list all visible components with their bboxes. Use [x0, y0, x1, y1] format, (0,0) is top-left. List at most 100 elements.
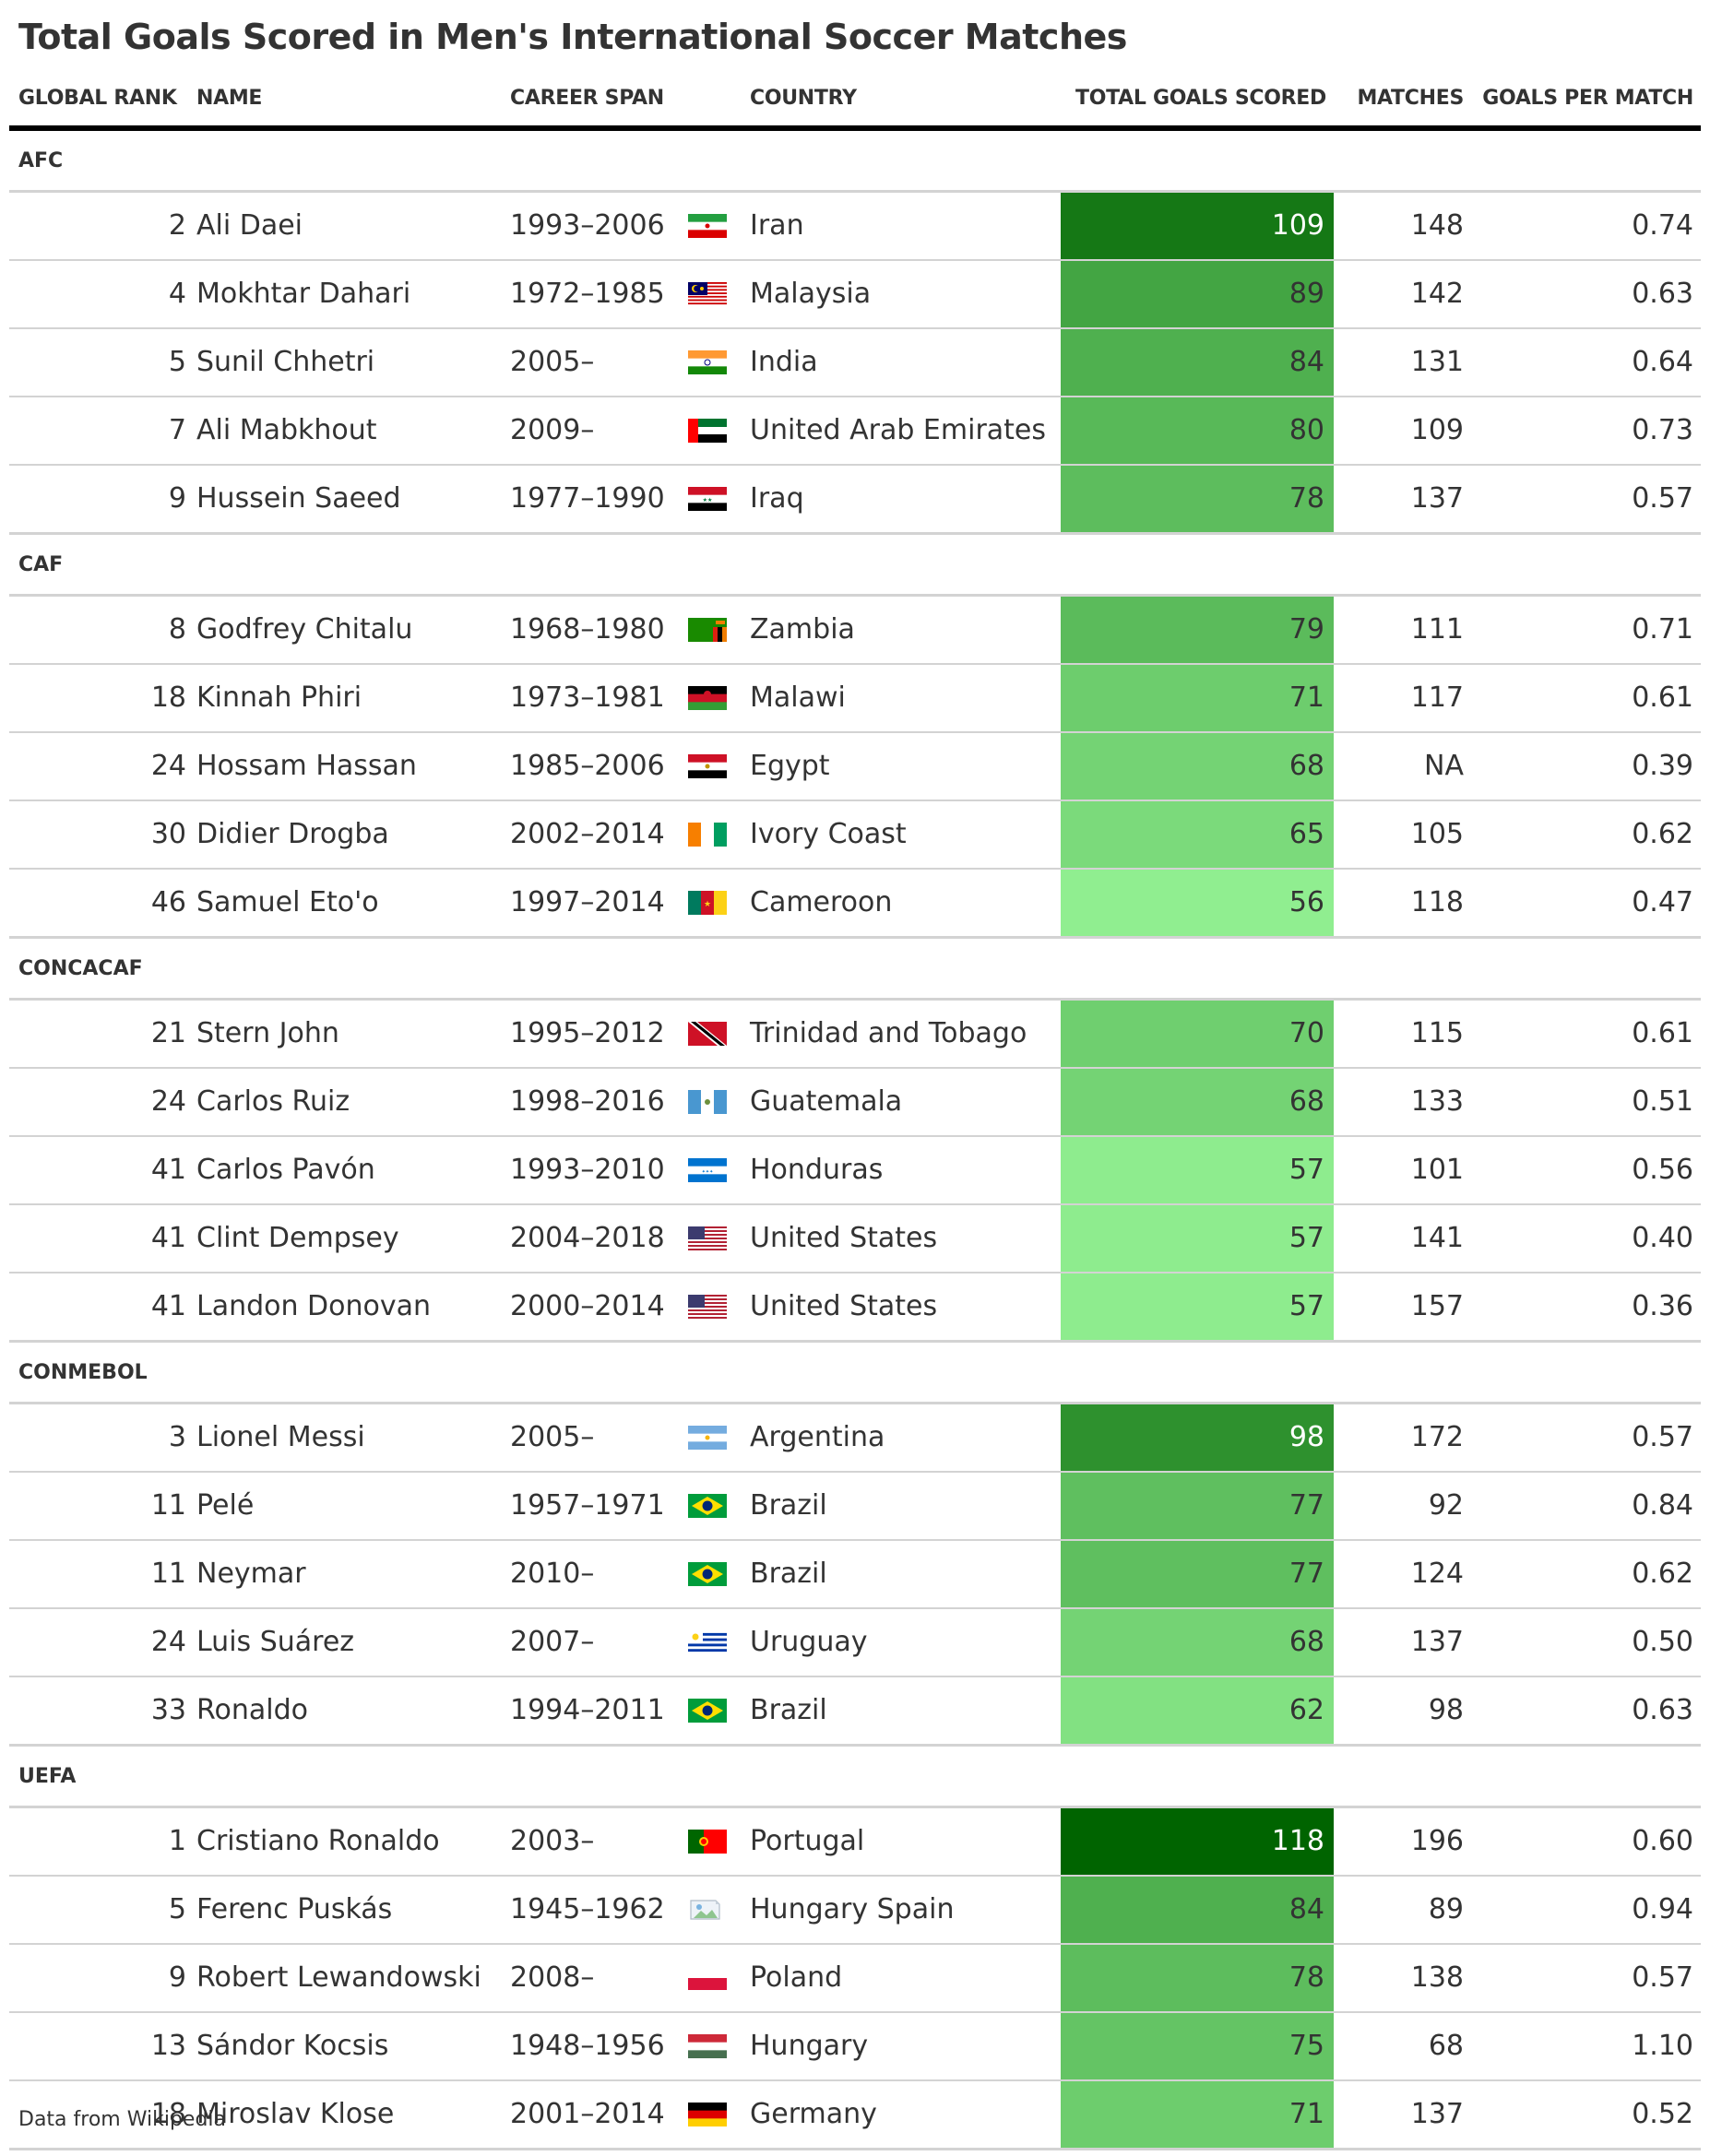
career-span-cell: 2003– — [510, 1825, 595, 1857]
flag-portugal — [688, 1830, 727, 1854]
player-name-cell: Ali Daei — [196, 209, 303, 242]
goals-per-match-cell: 0.73 — [1632, 414, 1693, 446]
goals-heat-cell — [1061, 1137, 1334, 1203]
goals-value: 98 — [1288, 1421, 1324, 1453]
country-cell: United States — [750, 1222, 938, 1254]
table-row: 41 Clint Dempsey 2004–2018 United States 57 1… — [9, 1205, 1701, 1273]
player-name-cell: Stern John — [196, 1017, 339, 1049]
group-header: CAF — [9, 535, 1701, 597]
career-span-cell: 2005– — [510, 1421, 595, 1453]
career-span-cell: 2002–2014 — [510, 818, 665, 850]
goals-heat-cell — [1061, 1677, 1334, 1744]
goals-heat-cell — [1061, 397, 1334, 464]
goals-heat-cell — [1061, 665, 1334, 731]
matches-cell: 118 — [1410, 886, 1464, 918]
country-cell: Cameroon — [750, 886, 893, 918]
player-name-cell: Ronaldo — [196, 1694, 308, 1726]
country-cell: Poland — [750, 1961, 843, 1994]
matches-cell: NA — [1424, 750, 1464, 782]
flag-germany — [688, 2103, 727, 2126]
table-row: 9 Hussein Saeed 1977–1990 ★★ Iraq 78 137 0.57 — [9, 466, 1701, 535]
country-cell: Iraq — [750, 482, 804, 515]
flag-malaysia — [688, 282, 727, 306]
career-span-cell: 1957–1971 — [510, 1489, 665, 1522]
player-name-cell: Luis Suárez — [196, 1626, 355, 1658]
matches-cell: 109 — [1410, 414, 1464, 446]
goals-heat-cell — [1061, 1273, 1334, 1340]
table-row: 13 Sándor Kocsis 1948–1956 Hungary 75 68 1.10 — [9, 2013, 1701, 2081]
flag-iran — [688, 214, 727, 238]
rank-cell: 24 — [150, 750, 186, 782]
goals-per-match-cell: 0.63 — [1632, 278, 1693, 310]
goals-heat-cell — [1061, 1205, 1334, 1272]
matches-cell: 111 — [1410, 613, 1464, 646]
goals-value: 118 — [1271, 1825, 1324, 1857]
rank-cell: 4 — [168, 278, 186, 310]
flag-usa — [688, 1226, 727, 1250]
rank-cell: 24 — [150, 1626, 186, 1658]
table-row: 11 Neymar 2010– Brazil 77 124 0.62 — [9, 1541, 1701, 1609]
player-name-cell: Robert Lewandowski — [196, 1961, 481, 1994]
goals-heat-cell — [1061, 1808, 1334, 1875]
goals-per-match-cell: 1.10 — [1632, 2030, 1693, 2062]
goals-per-match-cell: 0.84 — [1632, 1489, 1693, 1522]
table-row: 8 Godfrey Chitalu 1968–1980 Zambia 79 111 0.71 — [9, 597, 1701, 665]
career-span-cell: 1997–2014 — [510, 886, 665, 918]
rank-cell: 9 — [168, 1961, 186, 1994]
rank-cell: 5 — [168, 1893, 186, 1925]
svg-text:✦✦✦: ✦✦✦ — [702, 1169, 714, 1175]
matches-cell: 141 — [1410, 1222, 1464, 1254]
group-label: AFC — [18, 149, 64, 172]
goals-heat-cell — [1061, 733, 1334, 800]
goals-value: 57 — [1288, 1154, 1324, 1186]
rank-cell: 2 — [168, 209, 186, 242]
table-row: 9 Robert Lewandowski 2008– Poland 78 138 0.57 — [9, 1945, 1701, 2013]
goals-table: GLOBAL RANK NAME CAREER SPAN COUNTRY TOT… — [9, 77, 1701, 2150]
rank-cell: 33 — [150, 1694, 186, 1726]
flag-brazil — [688, 1562, 727, 1586]
table-row: 30 Didier Drogba 2002–2014 Ivory Coast 65 105… — [9, 801, 1701, 870]
rank-cell: 24 — [150, 1085, 186, 1118]
table-row: 2 Ali Daei 1993–2006 Iran 109 148 0.74 — [9, 193, 1701, 261]
table-row: 3 Lionel Messi 2005– Argentina 98 172 0.57 — [9, 1404, 1701, 1473]
country-cell: Brazil — [750, 1558, 827, 1590]
table-row: 41 Carlos Pavón 1993–2010 ✦✦✦ Honduras 57 101 0… — [9, 1137, 1701, 1205]
career-span-cell: 1998–2016 — [510, 1085, 665, 1118]
goals-heat-cell — [1061, 2081, 1334, 2148]
rank-cell: 41 — [150, 1222, 186, 1254]
career-span-cell: 2004–2018 — [510, 1222, 665, 1254]
goals-per-match-cell: 0.57 — [1632, 1961, 1693, 1994]
source-footnote: Data from Wikipedia — [18, 2108, 227, 2131]
flag-zambia — [688, 618, 727, 642]
goals-heat-cell — [1061, 1404, 1334, 1471]
rank-cell: 41 — [150, 1154, 186, 1186]
player-name-cell: Pelé — [196, 1489, 255, 1522]
country-cell: United Arab Emirates — [750, 414, 1047, 446]
player-name-cell: Hossam Hassan — [196, 750, 417, 782]
goals-value: 71 — [1288, 2098, 1324, 2130]
goals-per-match-cell: 0.47 — [1632, 886, 1693, 918]
goals-value: 65 — [1288, 818, 1324, 850]
player-name-cell: Kinnah Phiri — [196, 681, 362, 714]
goals-per-match-cell: 0.56 — [1632, 1154, 1693, 1186]
goals-heat-cell — [1061, 1945, 1334, 2011]
rank-cell: 3 — [168, 1421, 186, 1453]
goals-value: 79 — [1288, 613, 1324, 646]
rank-cell: 1 — [168, 1825, 186, 1857]
country-cell: Iran — [750, 209, 804, 242]
player-name-cell: Hussein Saeed — [196, 482, 401, 515]
svg-text:★★: ★★ — [703, 497, 713, 503]
career-span-cell: 1993–2010 — [510, 1154, 665, 1186]
flag-brazil — [688, 1699, 727, 1723]
group-header: CONCACAF — [9, 939, 1701, 1001]
goals-value: 62 — [1288, 1694, 1324, 1726]
flag-poland — [688, 1966, 727, 1990]
flag-brazil — [688, 1494, 727, 1518]
group-label: CAF — [18, 553, 64, 576]
column-header-matches: MATCHES — [1357, 87, 1464, 110]
goals-per-match-cell: 0.62 — [1632, 818, 1693, 850]
goals-per-match-cell: 0.62 — [1632, 1558, 1693, 1590]
table-row: 4 Mokhtar Dahari 1972–1985 Malaysia 89 142 0.6… — [9, 261, 1701, 329]
goals-per-match-cell: 0.71 — [1632, 613, 1693, 646]
column-header-global-rank: GLOBAL RANK — [18, 87, 177, 110]
